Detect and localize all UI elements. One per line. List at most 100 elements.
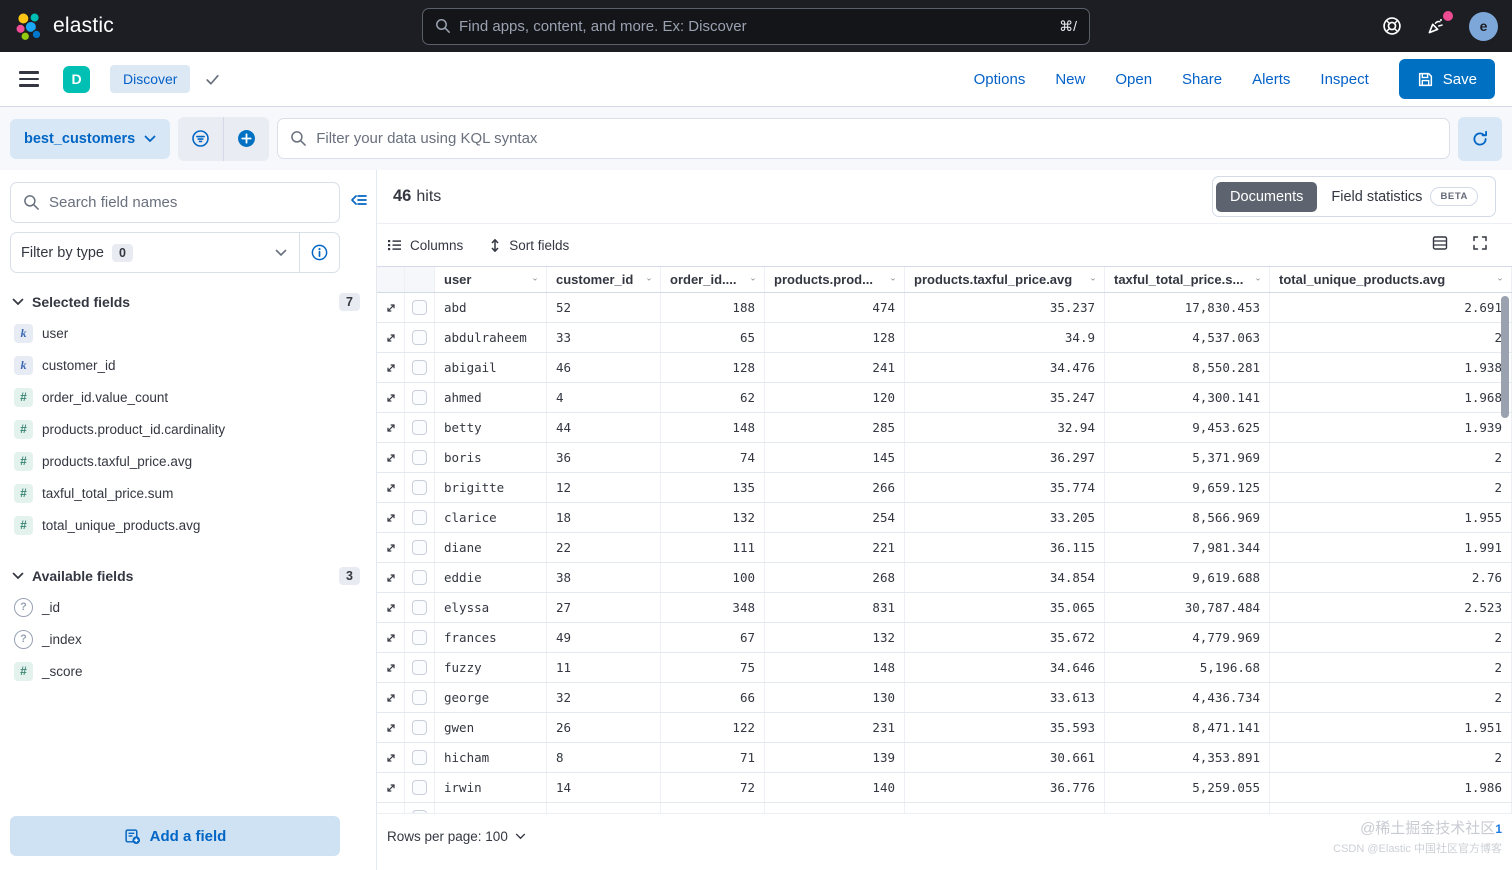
row-checkbox[interactable] (412, 750, 427, 765)
column-header-4[interactable]: products.taxful_price.avg (905, 267, 1105, 292)
selected-fields-list: k user k customer_id # order_id.value_count # p… (10, 317, 376, 541)
saved-query-menu-icon[interactable] (178, 117, 223, 161)
field-item-customer_id[interactable]: k customer_id (10, 349, 376, 381)
help-icon[interactable] (1381, 15, 1403, 37)
columns-button[interactable]: Columns (387, 238, 463, 253)
field-item-products.product_id.cardinality[interactable]: # products.product_id.cardinality (10, 413, 376, 445)
expand-row-button[interactable] (385, 422, 397, 434)
cell-taxful_total_price.s...: 9,453.625 (1105, 413, 1270, 442)
field-item-_index[interactable]: ? _index (10, 623, 376, 655)
row-checkbox[interactable] (412, 630, 427, 645)
row-checkbox[interactable] (412, 300, 427, 315)
expand-row-button[interactable] (385, 692, 397, 704)
breadcrumb[interactable]: Discover (110, 65, 191, 93)
nav-link-alerts[interactable]: Alerts (1252, 70, 1291, 88)
column-header-2[interactable]: order_id.... (661, 267, 765, 292)
field-item-_score[interactable]: # _score (10, 655, 376, 687)
expand-row-button[interactable] (385, 542, 397, 554)
nav-link-open[interactable]: Open (1115, 70, 1153, 88)
cell-taxful_total_price.s...: 5,371.969 (1105, 443, 1270, 472)
fullscreen-icon[interactable] (1472, 235, 1488, 256)
cell-order_id.... (661, 803, 765, 813)
kql-query-box[interactable] (277, 118, 1450, 159)
nav-link-new[interactable]: New (1055, 70, 1086, 88)
available-fields-section-header[interactable]: Available fields 3 (12, 567, 374, 585)
row-checkbox[interactable] (412, 660, 427, 675)
nav-link-options[interactable]: Options (973, 70, 1026, 88)
expand-row-button[interactable] (385, 482, 397, 494)
field-item-products.taxful_price.avg[interactable]: # products.taxful_price.avg (10, 445, 376, 477)
discover-app-badge[interactable]: D (63, 65, 90, 93)
row-checkbox[interactable] (412, 360, 427, 375)
column-header-3[interactable]: products.prod... (765, 267, 905, 292)
field-item-taxful_total_price.sum[interactable]: # taxful_total_price.sum (10, 477, 376, 509)
row-checkbox[interactable] (412, 510, 427, 525)
expand-row-button[interactable] (385, 662, 397, 674)
chevron-down-icon (12, 298, 24, 306)
nav-link-share[interactable]: Share (1182, 70, 1223, 88)
user-avatar[interactable]: e (1469, 11, 1498, 41)
expand-row-button[interactable] (385, 452, 397, 464)
table-row: eddie 38 100 268 34.854 9,619.688 2.76 (377, 563, 1512, 593)
global-search-input[interactable] (459, 17, 1060, 35)
field-item-total_unique_products.avg[interactable]: # total_unique_products.avg (10, 509, 376, 541)
expand-row-button[interactable] (385, 302, 397, 314)
display-options-icon[interactable] (1432, 235, 1448, 256)
nav-link-inspect[interactable]: Inspect (1320, 70, 1369, 88)
vertical-scrollbar[interactable] (1501, 296, 1509, 418)
data-view-picker[interactable]: best_customers (10, 118, 171, 159)
row-checkbox[interactable] (412, 600, 427, 615)
field-item-_id[interactable]: ? _id (10, 591, 376, 623)
field-item-order_id.value_count[interactable]: # order_id.value_count (10, 381, 376, 413)
expand-row-button[interactable] (385, 332, 397, 344)
column-header-5[interactable]: taxful_total_price.s... (1105, 267, 1270, 292)
add-filter-icon[interactable] (224, 117, 269, 161)
global-search[interactable]: ⌘/ (422, 7, 1090, 45)
row-checkbox[interactable] (412, 570, 427, 585)
info-icon[interactable] (299, 232, 339, 273)
row-checkbox[interactable] (412, 690, 427, 705)
expand-row-button[interactable] (385, 602, 397, 614)
expand-row-button[interactable] (385, 782, 397, 794)
expand-row-button[interactable] (385, 362, 397, 374)
filter-by-type-label: Filter by type (21, 244, 104, 261)
column-header-1[interactable]: customer_id (547, 267, 661, 292)
cell-order_id....: 75 (661, 653, 765, 682)
field-search-input[interactable] (49, 194, 327, 211)
tab-documents[interactable]: Documents (1216, 181, 1318, 212)
menu-icon[interactable] (17, 67, 41, 91)
row-checkbox[interactable] (412, 540, 427, 555)
expand-row-button[interactable] (385, 632, 397, 644)
cell-order_id....: 74 (661, 443, 765, 472)
elastic-brand[interactable]: elastic (14, 11, 114, 41)
filter-by-type-button[interactable]: Filter by type 0 (11, 243, 299, 262)
expand-row-button[interactable] (385, 722, 397, 734)
table-row: boris 36 74 145 36.297 5,371.969 2 (377, 443, 1512, 473)
expand-row-button[interactable] (385, 572, 397, 584)
save-button[interactable]: Save (1398, 59, 1495, 99)
kql-query-input[interactable] (316, 130, 1437, 147)
expand-row-button[interactable] (385, 752, 397, 764)
row-checkbox[interactable] (412, 810, 427, 813)
news-feed-icon[interactable] (1425, 11, 1453, 37)
rows-per-page-button[interactable]: Rows per page: 100 (387, 829, 526, 844)
sort-fields-button[interactable]: Sort fields (489, 238, 569, 253)
column-header-0[interactable]: user (435, 267, 547, 292)
add-field-button[interactable]: Add a field (10, 816, 340, 856)
expand-row-button[interactable] (385, 392, 397, 404)
row-checkbox[interactable] (412, 720, 427, 735)
row-checkbox[interactable] (412, 420, 427, 435)
expand-row-button[interactable] (385, 512, 397, 524)
column-header-6[interactable]: total_unique_products.avg (1270, 267, 1512, 292)
refresh-button[interactable] (1458, 116, 1502, 161)
row-checkbox[interactable] (412, 390, 427, 405)
row-checkbox[interactable] (412, 330, 427, 345)
selected-fields-section-header[interactable]: Selected fields 7 (12, 293, 374, 311)
field-search-box[interactable] (10, 182, 340, 223)
row-checkbox[interactable] (412, 480, 427, 495)
collapse-sidebar-icon[interactable] (350, 192, 368, 208)
row-checkbox[interactable] (412, 450, 427, 465)
tab-field-statistics[interactable]: Field statistics BETA (1317, 180, 1492, 213)
row-checkbox[interactable] (412, 780, 427, 795)
field-item-user[interactable]: k user (10, 317, 376, 349)
